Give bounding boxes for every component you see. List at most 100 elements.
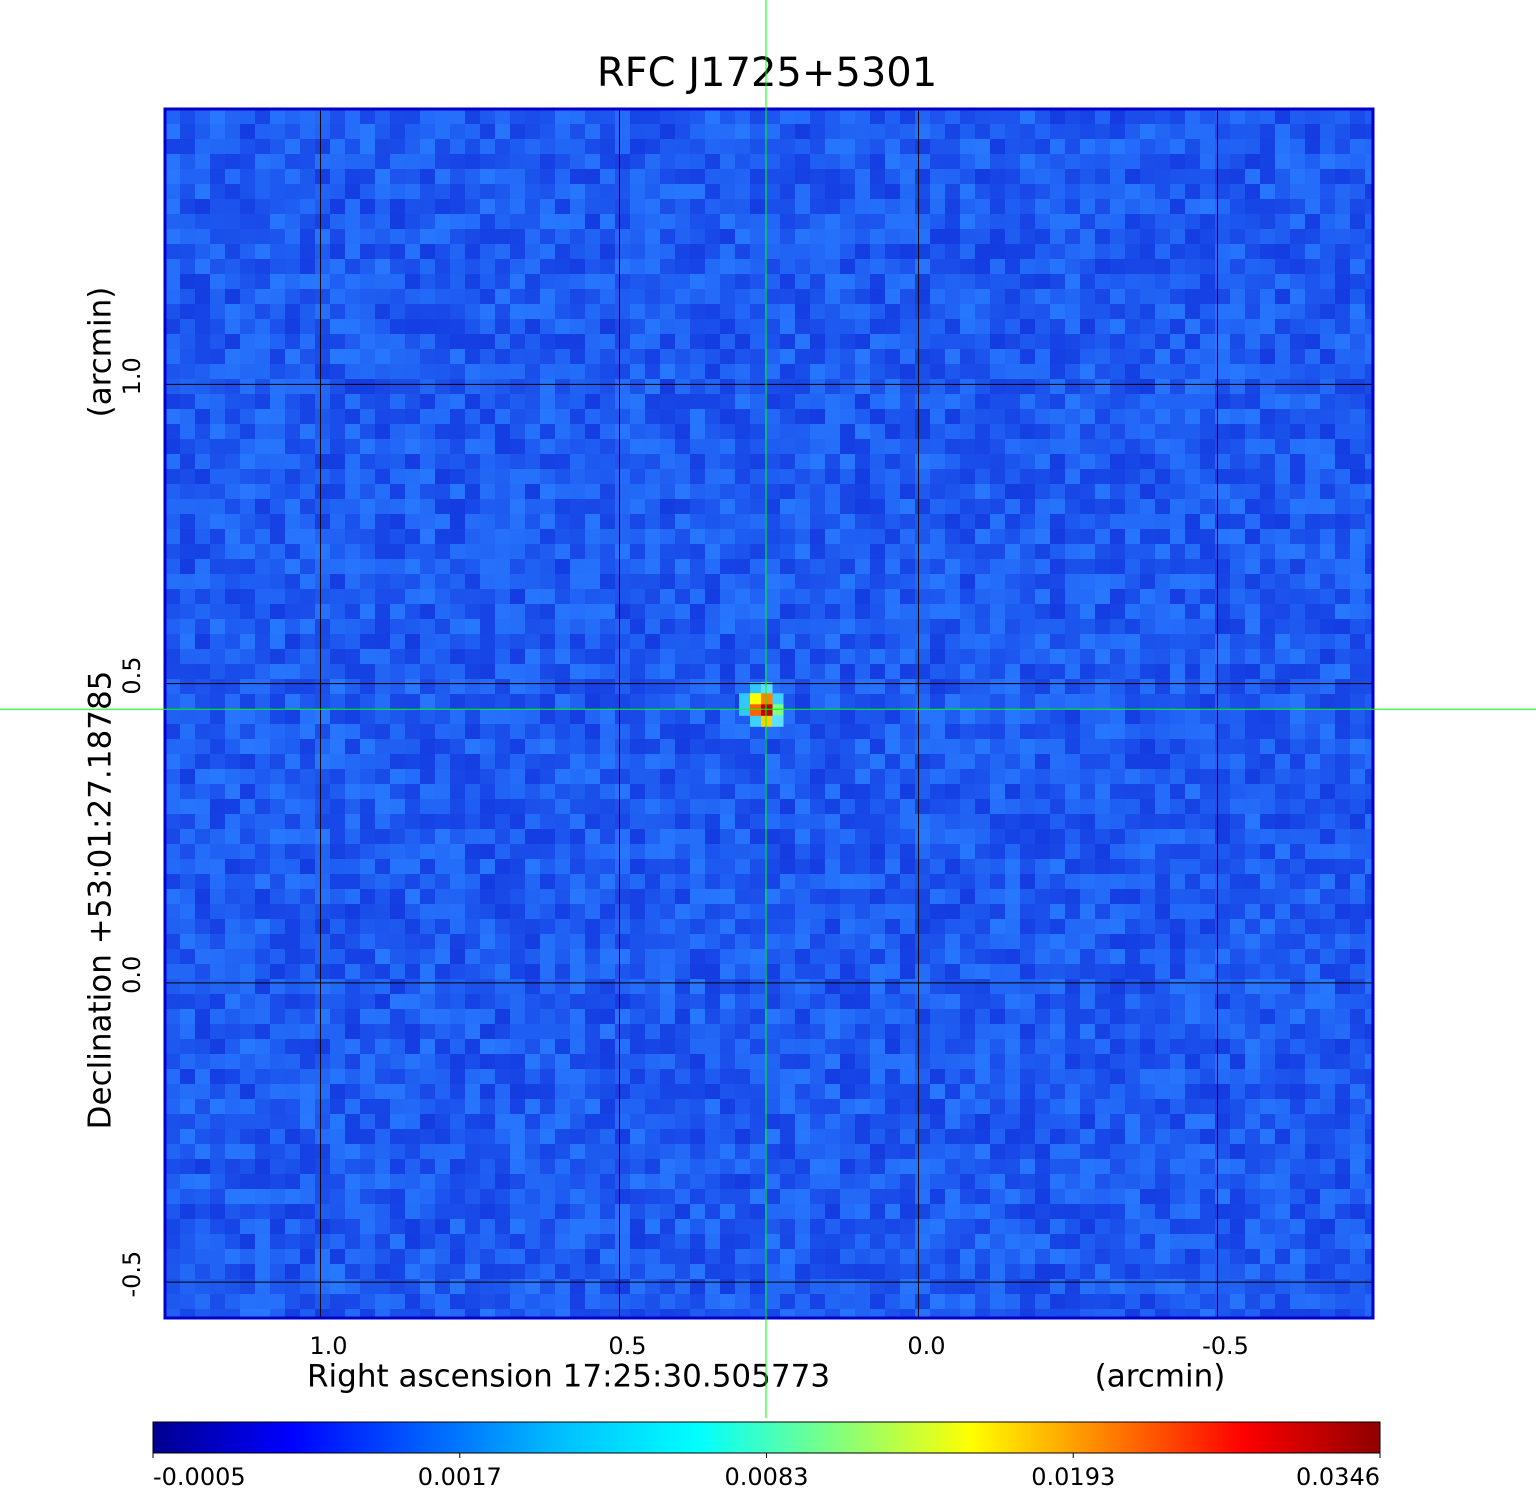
image-pixel: [330, 139, 346, 155]
image-pixel: [165, 394, 181, 410]
image-pixel: [1170, 739, 1186, 755]
image-pixel: [300, 319, 316, 335]
image-pixel: [510, 409, 526, 425]
image-pixel: [1350, 844, 1366, 860]
image-pixel: [210, 664, 226, 680]
image-pixel: [540, 529, 556, 545]
image-pixel: [885, 394, 901, 410]
image-pixel: [600, 319, 616, 335]
image-pixel: [165, 409, 181, 425]
image-pixel: [765, 574, 781, 590]
image-pixel: [1215, 544, 1231, 560]
image-pixel: [1035, 109, 1051, 125]
image-pixel: [1230, 904, 1246, 920]
image-pixel: [450, 424, 466, 440]
image-pixel: [1020, 409, 1036, 425]
image-pixel: [585, 589, 601, 605]
image-pixel: [855, 604, 871, 620]
image-pixel: [975, 709, 991, 725]
image-pixel: [1275, 274, 1291, 290]
image-pixel: [765, 169, 781, 185]
image-pixel: [285, 394, 301, 410]
image-pixel: [795, 169, 811, 185]
image-pixel: [630, 664, 646, 680]
image-pixel: [420, 169, 436, 185]
image-pixel: [1335, 634, 1351, 650]
image-pixel: [1125, 289, 1141, 305]
image-pixel: [645, 394, 661, 410]
image-pixel: [180, 814, 196, 830]
image-pixel: [375, 424, 391, 440]
image-pixel: [1110, 934, 1126, 950]
image-pixel: [915, 994, 931, 1010]
image-pixel: [1245, 874, 1261, 890]
image-pixel: [1095, 784, 1111, 800]
image-pixel: [240, 649, 256, 665]
image-pixel: [1170, 274, 1186, 290]
image-pixel: [375, 619, 391, 635]
image-pixel: [615, 484, 631, 500]
image-pixel: [1110, 994, 1126, 1010]
image-pixel: [480, 124, 496, 140]
image-pixel: [435, 364, 451, 380]
image-pixel: [330, 589, 346, 605]
image-pixel: [270, 904, 286, 920]
image-pixel: [750, 349, 766, 365]
image-pixel: [345, 769, 361, 785]
image-pixel: [315, 379, 331, 395]
image-pixel: [1035, 844, 1051, 860]
image-pixel: [510, 694, 526, 710]
image-pixel: [495, 439, 511, 455]
image-pixel: [435, 574, 451, 590]
image-pixel: [510, 994, 526, 1010]
image-pixel: [225, 289, 241, 305]
image-pixel: [1125, 439, 1141, 455]
image-pixel: [705, 124, 721, 140]
image-pixel: [495, 964, 511, 980]
image-pixel: [390, 334, 406, 350]
image-pixel: [165, 154, 181, 170]
image-pixel: [1050, 544, 1066, 560]
image-pixel: [705, 184, 721, 200]
image-pixel: [840, 424, 856, 440]
image-pixel: [540, 994, 556, 1010]
image-pixel: [840, 784, 856, 800]
image-pixel: [1185, 829, 1201, 845]
image-pixel: [300, 559, 316, 575]
image-pixel: [645, 589, 661, 605]
image-pixel: [345, 289, 361, 305]
image-pixel: [330, 709, 346, 725]
image-pixel: [375, 109, 391, 125]
image-pixel: [180, 274, 196, 290]
image-pixel: [915, 844, 931, 860]
image-pixel: [195, 379, 211, 395]
image-pixel: [510, 139, 526, 155]
image-pixel: [270, 979, 286, 995]
image-pixel: [1020, 799, 1036, 815]
image-pixel: [345, 574, 361, 590]
image-pixel: [930, 139, 946, 155]
image-pixel: [675, 124, 691, 140]
image-pixel: [585, 439, 601, 455]
image-pixel: [1110, 979, 1126, 995]
image-pixel: [885, 364, 901, 380]
image-pixel: [1155, 214, 1171, 230]
image-pixel: [270, 109, 286, 125]
image-pixel: [1335, 184, 1351, 200]
image-pixel: [360, 394, 376, 410]
image-pixel: [1110, 949, 1126, 965]
image-pixel: [1335, 259, 1351, 275]
image-pixel: [480, 694, 496, 710]
image-pixel: [1050, 349, 1066, 365]
image-pixel: [1320, 364, 1336, 380]
image-pixel: [840, 664, 856, 680]
image-pixel: [315, 589, 331, 605]
image-pixel: [660, 739, 676, 755]
image-pixel: [300, 814, 316, 830]
image-pixel: [1185, 229, 1201, 245]
image-pixel: [795, 874, 811, 890]
image-pixel: [555, 889, 571, 905]
image-pixel: [735, 604, 751, 620]
image-pixel: [750, 214, 766, 230]
image-pixel: [1215, 679, 1231, 695]
